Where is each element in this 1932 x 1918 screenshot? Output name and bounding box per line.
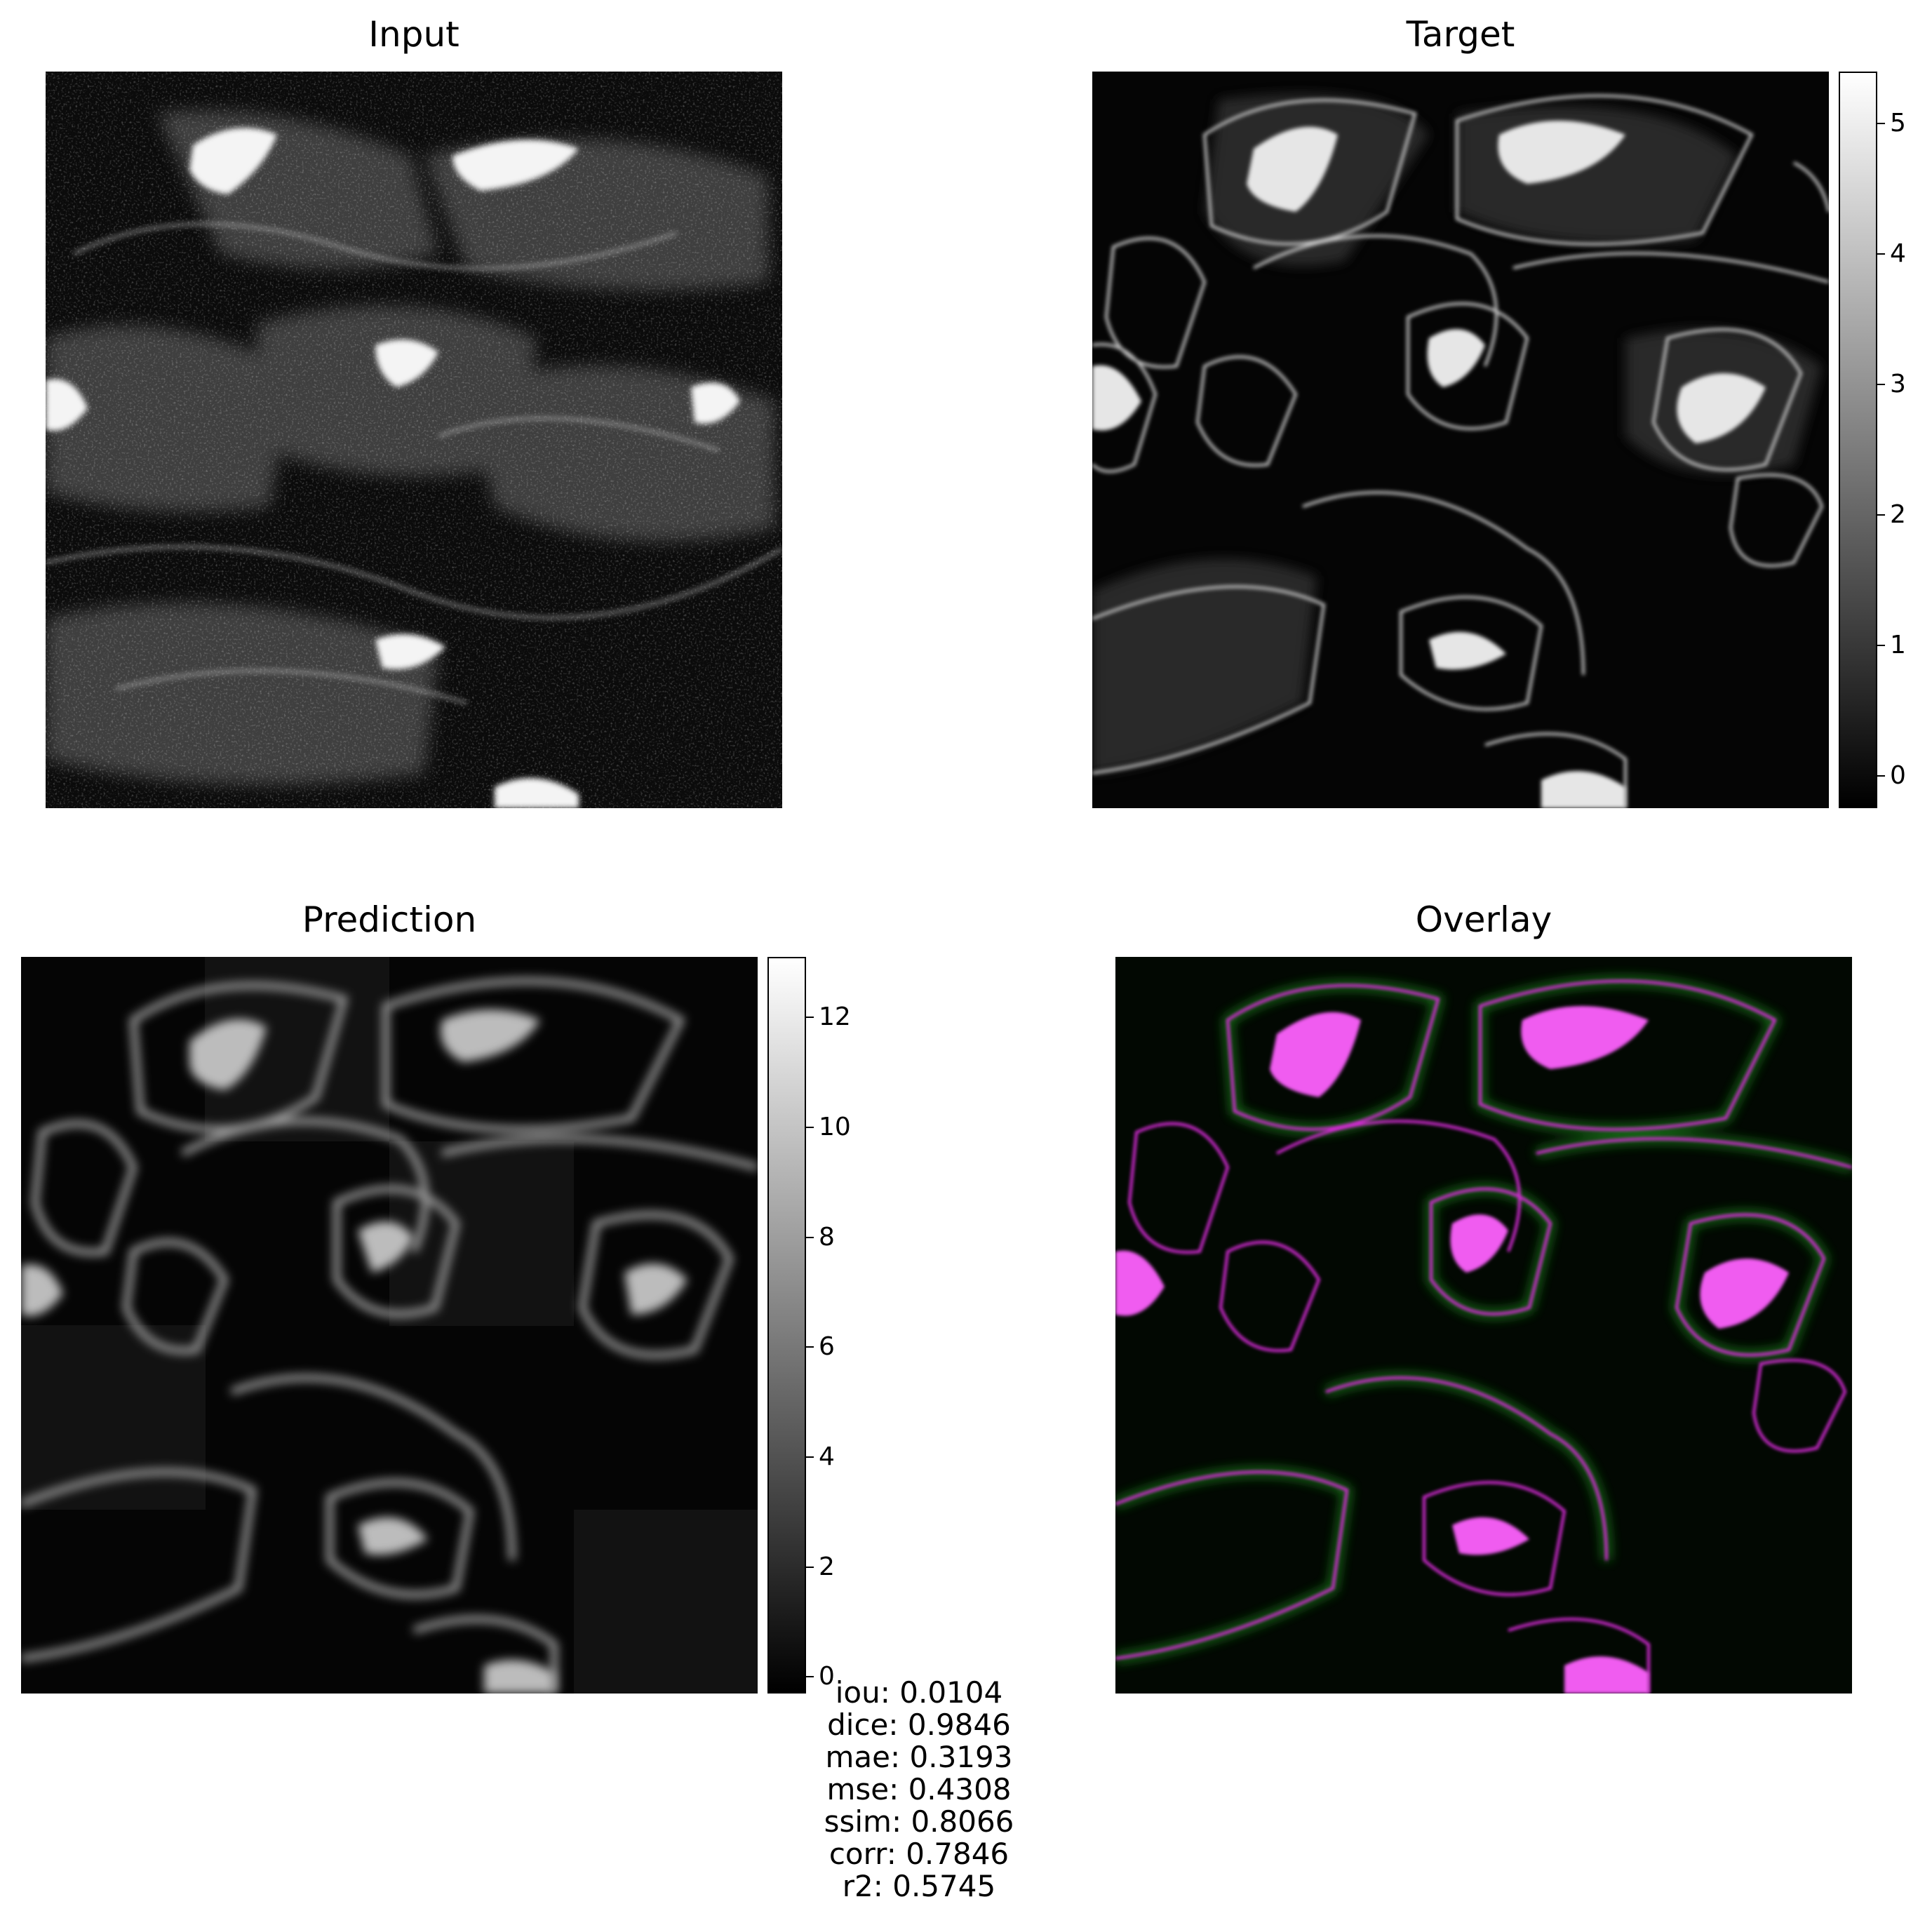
prediction-colorbar-tick-label: 6 <box>819 1332 835 1362</box>
metric-mse: mse: 0.4308 <box>826 1772 1012 1806</box>
target-colorbar-tick <box>1877 514 1885 516</box>
metric-corr: corr: 0.7846 <box>829 1837 1009 1871</box>
target-colorbar-tick <box>1877 123 1885 125</box>
prediction-colorbar-tick <box>806 1126 814 1128</box>
prediction-colorbar-tick <box>806 1346 814 1348</box>
prediction-colorbar-tick <box>806 1566 814 1568</box>
input-title: Input <box>368 14 459 55</box>
prediction-colorbar-tick-label: 4 <box>819 1442 835 1472</box>
target-image <box>1092 72 1829 808</box>
overlay-title: Overlay <box>1415 899 1552 940</box>
prediction-colorbar-tick <box>806 1676 814 1678</box>
prediction-colorbar-tick <box>806 1456 814 1458</box>
prediction-colorbar-tick-label: 12 <box>819 1002 851 1032</box>
target-colorbar-tick <box>1877 384 1885 386</box>
overlay-image <box>1115 957 1852 1694</box>
target-title: Target <box>1406 14 1515 55</box>
prediction-colorbar-tick <box>806 1017 814 1019</box>
prediction-colorbar-tick-label: 2 <box>819 1552 835 1581</box>
target-colorbar-tick-label: 1 <box>1890 630 1906 659</box>
target-colorbar-tick-label: 2 <box>1890 499 1906 529</box>
target-colorbar <box>1839 72 1877 808</box>
target-colorbar-tick <box>1877 253 1885 255</box>
metric-mae: mae: 0.3193 <box>825 1740 1013 1774</box>
target-colorbar-tick-label: 0 <box>1890 760 1906 790</box>
prediction-colorbar-tick-label: 10 <box>819 1112 851 1141</box>
metric-dice: dice: 0.9846 <box>827 1708 1011 1742</box>
prediction-image <box>21 957 758 1694</box>
input-image <box>46 72 782 808</box>
prediction-colorbar-tick <box>806 1236 814 1238</box>
metric-iou: iou: 0.0104 <box>835 1675 1003 1710</box>
prediction-title: Prediction <box>302 899 477 940</box>
metric-r2: r2: 0.5745 <box>842 1869 996 1903</box>
prediction-colorbar-tick-label: 8 <box>819 1222 835 1252</box>
target-colorbar-tick-label: 4 <box>1890 239 1906 269</box>
metric-ssim: ssim: 0.8066 <box>824 1804 1014 1839</box>
prediction-colorbar-tick-label: 0 <box>819 1662 835 1691</box>
target-colorbar-tick <box>1877 644 1885 646</box>
target-colorbar-tick <box>1877 774 1885 777</box>
metrics-text: iou: 0.0104 dice: 0.9846 mae: 0.3193 mse… <box>744 1677 1094 1903</box>
target-colorbar-tick-label: 3 <box>1890 370 1906 399</box>
target-colorbar-tick-label: 5 <box>1890 109 1906 138</box>
prediction-colorbar <box>767 957 806 1694</box>
